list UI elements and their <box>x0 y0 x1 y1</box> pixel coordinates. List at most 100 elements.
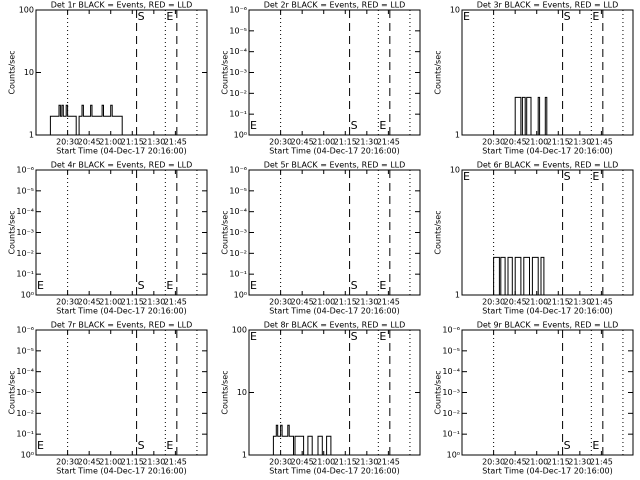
x-tick-label: 21:45 <box>590 138 613 147</box>
y-tick-label: 10⁻⁵ <box>442 346 460 355</box>
y-tick-label: 10⁻⁵ <box>229 26 247 35</box>
plot-frame <box>461 329 634 456</box>
x-tick-label: 21:00 <box>312 138 335 147</box>
y-tick-label: 10⁻³ <box>229 68 247 77</box>
x-axis-label: Start Time (04-Dec-17 20:16:00) <box>56 147 187 156</box>
y-axis-label: Counts/sec <box>434 210 443 254</box>
x-tick-label: 21:00 <box>525 298 548 307</box>
chart-title: Det 4r BLACK = Events, RED = LLD <box>51 161 193 170</box>
annotation: E <box>250 330 257 343</box>
y-tick-label: 10⁻⁵ <box>16 186 34 195</box>
x-axis-label: Start Time (04-Dec-17 20:16:00) <box>482 307 613 316</box>
y-tick-label: 10⁰ <box>21 291 34 300</box>
y-tick-label: 10⁰ <box>234 131 247 140</box>
x-tick-label: 21:00 <box>99 298 122 307</box>
x-tick-label: 21:15 <box>547 298 570 307</box>
y-tick-label: 10 <box>450 6 460 15</box>
data-line <box>514 96 548 136</box>
x-tick-label: 21:00 <box>525 138 548 147</box>
y-tick-label: 10⁻¹ <box>442 430 460 439</box>
x-axis-label: Start Time (04-Dec-17 20:16:00) <box>482 147 613 156</box>
chart-title: Det 8r BLACK = Events, RED = LLD <box>264 321 406 330</box>
data-line <box>493 256 545 296</box>
chart-title: Det 5r BLACK = Events, RED = LLD <box>264 161 406 170</box>
x-tick-label: 20:45 <box>78 298 101 307</box>
y-tick-label: 10 <box>237 388 247 397</box>
x-tick-label: 21:00 <box>99 138 122 147</box>
y-tick-label: 10⁻⁴ <box>229 207 247 216</box>
y-axis-label: Counts/sec <box>434 50 443 94</box>
x-tick-label: 21:30 <box>355 458 378 467</box>
x-tick-label: 20:45 <box>78 458 101 467</box>
plot-frame <box>248 9 421 136</box>
x-tick-label: 20:30 <box>482 138 505 147</box>
x-tick-label: 21:15 <box>121 458 144 467</box>
x-tick-label: 21:45 <box>590 458 613 467</box>
x-tick-label: 20:30 <box>56 138 79 147</box>
x-tick-label: 21:45 <box>377 138 400 147</box>
x-tick-label: 21:30 <box>142 138 165 147</box>
y-axis-label: Counts/sec <box>8 50 17 94</box>
y-tick-label: 10⁻¹ <box>229 270 247 279</box>
y-axis-label: Counts/sec <box>221 210 230 254</box>
chart-title: Det 2r BLACK = Events, RED = LLD <box>264 1 406 10</box>
y-tick-label: 10⁻³ <box>16 388 34 397</box>
annotation: E <box>592 439 599 452</box>
x-tick-label: 20:45 <box>291 458 314 467</box>
chart-title: Det 1r BLACK = Events, RED = LLD <box>51 1 193 10</box>
x-tick-label: 21:30 <box>568 298 591 307</box>
x-axis-label: Start Time (04-Dec-17 20:16:00) <box>56 467 187 476</box>
x-tick-label: 21:00 <box>312 458 335 467</box>
y-tick-label: 10⁻⁴ <box>229 47 247 56</box>
chart-title: Det 9r BLACK = Events, RED = LLD <box>477 321 619 330</box>
annotation: E <box>250 119 257 132</box>
annotation: E <box>463 170 470 183</box>
x-tick-label: 20:45 <box>504 458 527 467</box>
y-tick-label: 10⁻³ <box>442 388 460 397</box>
x-tick-label: 20:30 <box>56 458 79 467</box>
x-tick-label: 20:30 <box>482 458 505 467</box>
x-axis-label: Start Time (04-Dec-17 20:16:00) <box>269 307 400 316</box>
y-tick-label: 10 <box>450 166 460 175</box>
y-tick-label: 100 <box>19 6 34 15</box>
x-tick-label: 20:45 <box>291 298 314 307</box>
annotation: E <box>379 330 386 343</box>
x-tick-label: 21:30 <box>568 138 591 147</box>
x-tick-label: 20:45 <box>291 138 314 147</box>
y-tick-label: 100 <box>232 326 247 335</box>
annotation: E <box>166 279 173 292</box>
y-tick-label: 10⁻¹ <box>16 270 34 279</box>
x-axis-label: Start Time (04-Dec-17 20:16:00) <box>482 467 613 476</box>
y-tick-label: 10⁻⁵ <box>229 186 247 195</box>
annotation: S <box>564 10 571 23</box>
annotation: E <box>37 279 44 292</box>
annotation: E <box>379 119 386 132</box>
x-tick-label: 21:15 <box>121 138 144 147</box>
y-tick-label: 10⁻⁶ <box>16 166 34 175</box>
annotation: S <box>564 170 571 183</box>
annotation: E <box>37 439 44 452</box>
annotation: E <box>166 10 173 23</box>
x-tick-label: 21:45 <box>590 298 613 307</box>
x-tick-label: 21:00 <box>525 458 548 467</box>
y-axis-label: Counts/sec <box>221 370 230 414</box>
y-tick-label: 10 <box>24 68 34 77</box>
x-tick-label: 21:30 <box>568 458 591 467</box>
x-tick-label: 20:45 <box>78 138 101 147</box>
x-tick-label: 20:30 <box>269 458 292 467</box>
y-tick-label: 10⁻¹ <box>229 110 247 119</box>
y-tick-label: 10⁻³ <box>229 228 247 237</box>
plot-frame <box>461 9 634 136</box>
data-line <box>272 424 332 456</box>
plot-frame <box>35 329 208 456</box>
x-tick-label: 20:45 <box>504 298 527 307</box>
x-tick-label: 21:15 <box>547 138 570 147</box>
y-tick-label: 10⁻⁶ <box>16 326 34 335</box>
x-tick-label: 21:15 <box>334 138 357 147</box>
y-tick-label: 1 <box>455 291 460 300</box>
chart-title: Det 7r BLACK = Events, RED = LLD <box>51 321 193 330</box>
annotation: E <box>166 439 173 452</box>
y-tick-label: 10⁻⁴ <box>442 367 460 376</box>
x-tick-label: 20:30 <box>269 298 292 307</box>
